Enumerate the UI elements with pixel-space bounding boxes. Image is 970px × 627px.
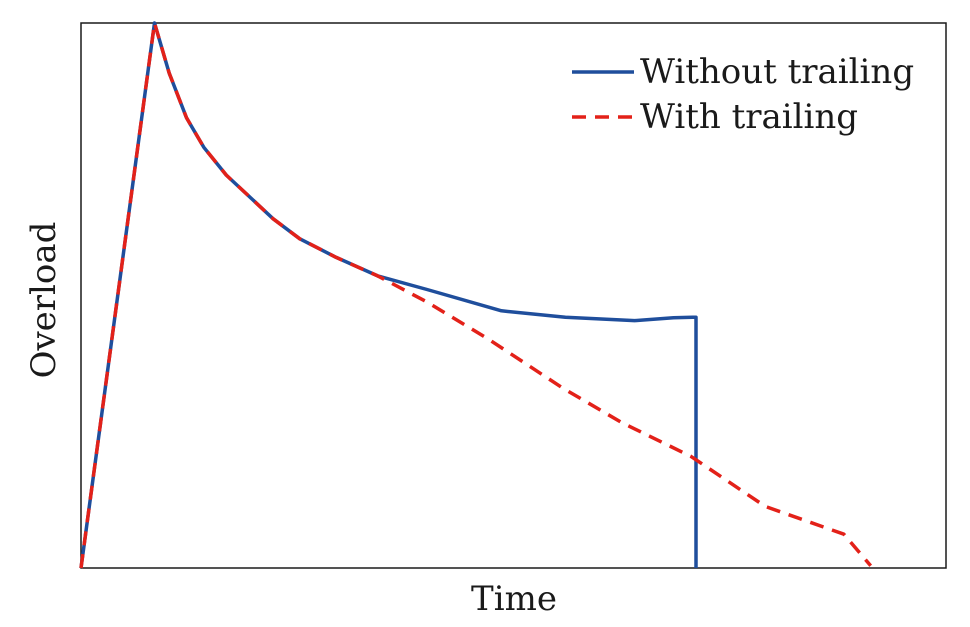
y-axis-label: Overload [24,222,64,379]
legend-label-1: Without trailing [640,52,914,92]
legend-label-2: With trailing [640,97,858,137]
series-line-1 [81,23,696,568]
legend: Without trailing With trailing [572,52,914,137]
x-axis-label: Time [471,579,557,619]
